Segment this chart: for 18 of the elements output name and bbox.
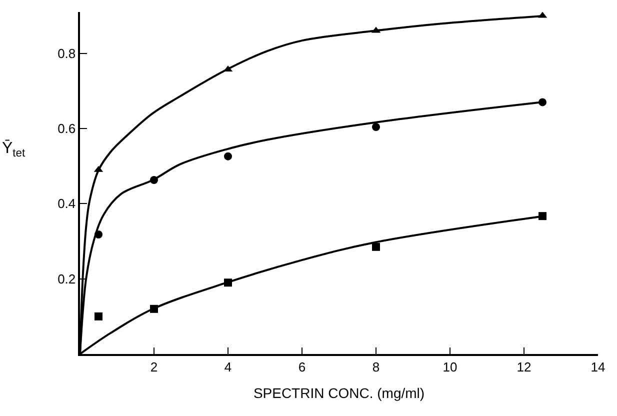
- y-tick-label: 0.8: [58, 46, 76, 61]
- point: [372, 123, 380, 131]
- y-tick-label: 0.4: [58, 196, 76, 212]
- point: [372, 242, 380, 251]
- x-axis-title: SPECTRIN CONC. (mg/ml): [253, 385, 425, 402]
- point: [94, 312, 102, 320]
- x-tick-label: 14: [590, 359, 606, 374]
- x-tick-label: 2: [150, 359, 158, 374]
- x-tick-label: 4: [224, 359, 232, 374]
- x-tick-label: 6: [298, 359, 306, 374]
- point: [224, 152, 232, 160]
- y-tick-label: 0.2: [58, 271, 76, 286]
- x-tick-label: 10: [442, 359, 458, 374]
- x-tick-label: 8: [372, 359, 380, 374]
- x-tick-label: 12: [516, 359, 532, 374]
- point: [538, 212, 546, 220]
- y-tick-label: 0.6: [58, 121, 76, 136]
- y-axis-title: Ȳ$_{tet}$: [2, 139, 26, 160]
